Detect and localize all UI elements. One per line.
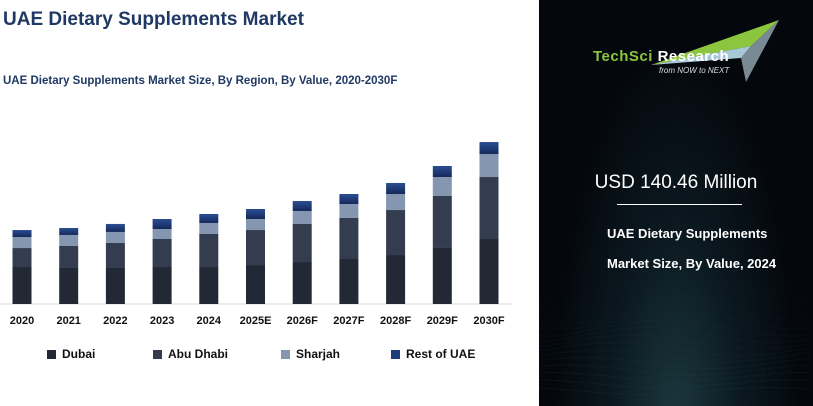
- bar-dubai-2028F: [386, 255, 406, 304]
- bar-sharjah-2023: [152, 229, 172, 240]
- page-title: UAE Dietary Supplements Market: [3, 9, 304, 30]
- bar-rest-of-uae-2025E: [246, 209, 265, 220]
- bar-abu-dhabi-2023: [152, 239, 172, 268]
- bar-sharjah-2027F: [339, 204, 359, 218]
- bar-dubai-2023: [152, 267, 172, 304]
- bar-sharjah-2026F: [292, 210, 312, 225]
- x-tick-label: 2028F: [380, 315, 411, 327]
- bar-dubai-2027F: [339, 259, 359, 304]
- bar-abu-dhabi-2030F: [479, 177, 499, 240]
- bar-abu-dhabi-2021: [59, 245, 79, 268]
- legend-dubai: Dubai: [47, 347, 95, 361]
- bar-rest-of-uae-2024: [199, 214, 219, 223]
- x-tick-label: 2030F: [473, 315, 504, 327]
- market-size-value: USD 140.46 Million: [594, 172, 758, 193]
- chart-title: UAE Dietary Supplements Market Size, By …: [3, 75, 398, 87]
- x-tick-label: 2029F: [427, 315, 458, 327]
- legend-swatch: [391, 349, 400, 359]
- bar-sharjah-2021: [59, 234, 79, 246]
- bar-dubai-2024: [199, 267, 219, 304]
- legend-sharjah: Sharjah: [281, 347, 340, 361]
- stacked-bar-chart: 2020 2021 2022 2023 2024 2025E 2026F 2027F 2028F…: [0, 142, 512, 327]
- bar-sharjah-2022: [105, 231, 125, 243]
- bar-sharjah-2028F: [386, 194, 406, 211]
- bar-rest-of-uae-2027F: [339, 194, 359, 205]
- bar-abu-dhabi-2028F: [386, 210, 406, 256]
- legend-label: Sharjah: [296, 347, 341, 361]
- bar-rest-of-uae-2026F: [292, 200, 312, 211]
- divider: [617, 204, 742, 205]
- market-size-label-line2: Market Size, By Value, 2024: [607, 256, 777, 271]
- x-tick-label: 2021: [56, 315, 80, 327]
- bar-dubai-2026F: [292, 262, 312, 304]
- bar-rest-of-uae-2023: [152, 219, 172, 230]
- bar-dubai-2020: [12, 267, 32, 304]
- summary-panel: TechSci Research from NOW to NEXT USD 14…: [539, 0, 813, 406]
- bar-dubai-2025E: [246, 265, 265, 304]
- legend-label: Rest of UAE: [406, 347, 476, 361]
- bar-sharjah-2025E: [246, 219, 265, 231]
- bar-sharjah-2029F: [432, 177, 452, 196]
- x-tick-label: 2025E: [240, 315, 272, 327]
- logo-arrow-icon: [651, 20, 779, 82]
- legend-swatch: [153, 349, 162, 359]
- legend-label: Dubai: [62, 347, 96, 361]
- bar-abu-dhabi-2027F: [339, 217, 359, 260]
- bar-rest-of-uae-2029F: [432, 165, 452, 178]
- bar-rest-of-uae-2022: [105, 223, 125, 232]
- bar-dubai-2022: [105, 267, 125, 304]
- logo-tagline: from NOW to NEXT: [659, 66, 730, 75]
- market-size-label-line1: UAE Dietary Supplements: [607, 226, 768, 241]
- bar-sharjah-2030F: [479, 154, 499, 178]
- bar-sharjah-2024: [199, 222, 219, 235]
- bar-dubai-2021: [59, 267, 79, 304]
- legend-abu-dhabi: Abu Dhabi: [153, 347, 228, 361]
- bar-abu-dhabi-2029F: [432, 195, 452, 248]
- x-tick-label: 2027F: [333, 315, 364, 327]
- bar-dubai-2029F: [432, 247, 452, 304]
- bar-dubai-2030F: [479, 239, 499, 304]
- bar-abu-dhabi-2025E: [246, 230, 265, 266]
- x-tick-label: 2023: [150, 315, 174, 327]
- x-tick-label: 2022: [103, 315, 127, 327]
- bar-abu-dhabi-2026F: [292, 224, 312, 263]
- bar-abu-dhabi-2024: [199, 234, 219, 268]
- legend-swatch: [47, 349, 56, 359]
- bar-rest-of-uae-2030F: [479, 142, 499, 155]
- legend-swatch: [281, 349, 290, 359]
- bar-rest-of-uae-2028F: [386, 182, 406, 195]
- bar-rest-of-uae-2020: [12, 230, 32, 238]
- bar-abu-dhabi-2020: [12, 248, 32, 268]
- bar-sharjah-2020: [12, 237, 32, 249]
- bar-abu-dhabi-2022: [105, 242, 125, 268]
- wave-background: [539, 289, 812, 395]
- legend-label: Abu Dhabi: [168, 347, 228, 361]
- x-tick-label: 2020: [10, 315, 34, 327]
- logo: TechSci Research: [593, 48, 730, 65]
- x-tick-label: 2024: [197, 315, 222, 327]
- legend-rest-of-uae: Rest of UAE: [391, 347, 475, 361]
- x-tick-label: 2026F: [287, 315, 318, 327]
- bar-rest-of-uae-2021: [59, 227, 79, 235]
